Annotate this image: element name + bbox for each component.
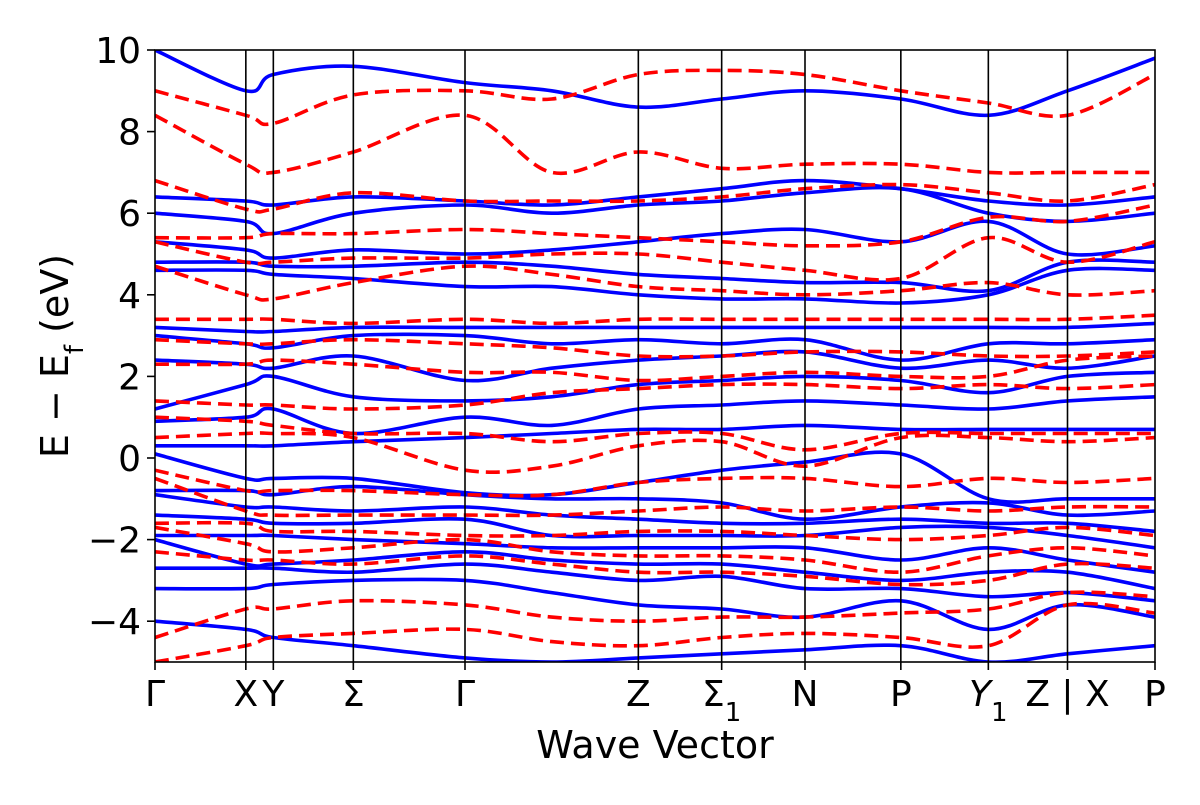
band-line-solid-5 xyxy=(155,533,1155,574)
y-axis-label: E − Ef (eV) xyxy=(33,254,90,458)
y-axis-label-main: E − E xyxy=(33,354,77,458)
x-tick-label: Σ xyxy=(342,674,365,715)
band-line-dashed-13 xyxy=(155,313,1155,326)
band-line-dashed-8 xyxy=(155,431,1155,475)
x-tick-label: Γ xyxy=(455,674,475,715)
band-line-solid-15 xyxy=(155,321,1155,334)
x-tick-label: X xyxy=(233,674,258,715)
y-ticks-layer: −4 −2 0 2 4 6 8 10 xyxy=(88,31,155,643)
y-tick-label: 4 xyxy=(118,276,141,317)
x-tick-label: Γ xyxy=(145,674,165,715)
band-line-dashed-15 xyxy=(155,235,1155,282)
x-tick-label: Z xyxy=(626,674,651,715)
x-tick-label: N xyxy=(792,674,819,715)
band-line-dashed-1 xyxy=(155,601,1155,662)
x-tick-label: P xyxy=(1144,674,1166,715)
plot-frame xyxy=(154,49,1156,663)
y-tick-label: 2 xyxy=(118,357,141,398)
band-line-dashed-19 xyxy=(155,68,1155,127)
x-tick-label: Z | X xyxy=(1025,674,1109,715)
band-line-dashed-7 xyxy=(155,468,1155,498)
y-axis-label-sub: f xyxy=(60,344,90,354)
x-axis-label: Wave Vector xyxy=(536,723,774,767)
y-tick-label: −4 xyxy=(88,602,141,643)
y-tick-label: −2 xyxy=(88,521,141,562)
band-line-solid-12 xyxy=(155,370,1155,411)
y-axis-label-unit: (eV) xyxy=(33,254,77,345)
y-tick-label: 6 xyxy=(118,194,141,235)
kpath-vlines-layer xyxy=(245,50,1069,662)
band-line-dashed-2 xyxy=(155,590,1155,640)
y-tick-label: 10 xyxy=(95,31,141,72)
x-tick-label: P xyxy=(890,674,912,715)
band-line-dashed-10 xyxy=(155,382,1155,411)
x-tick-label: Σ1 xyxy=(702,674,741,728)
x-ticks-layer: Γ X Y Σ Γ Z Σ1 N P Y1 Z | X P xyxy=(145,662,1166,728)
y-tick-label: 0 xyxy=(118,439,141,480)
x-tick-label: Y1 xyxy=(969,674,1008,728)
y-tick-label: 8 xyxy=(118,113,141,154)
band-line-solid-9 xyxy=(155,450,1155,504)
band-line-dashed-18 xyxy=(155,113,1155,176)
bands-layer xyxy=(155,50,1155,662)
x-tick-label: Y xyxy=(261,674,285,715)
